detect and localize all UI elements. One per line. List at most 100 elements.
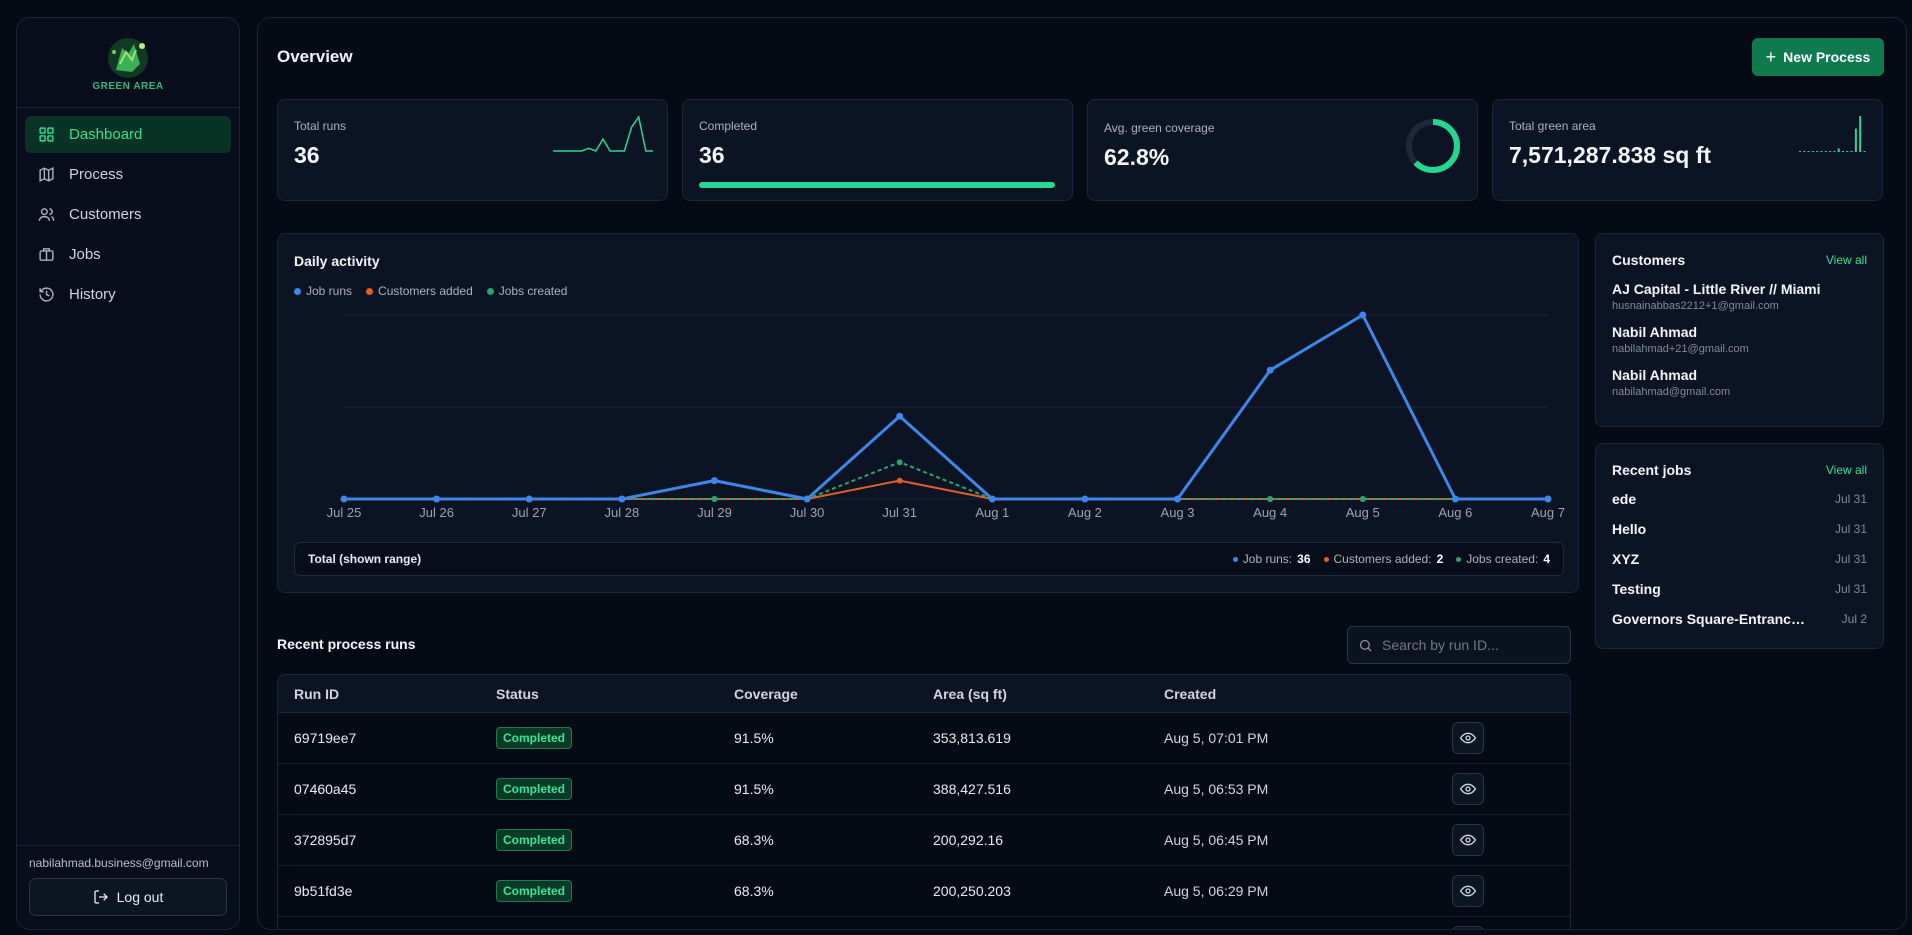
- x-tick-label: Aug 3: [1161, 505, 1195, 520]
- recent-jobs-title: Recent jobs: [1612, 462, 1692, 478]
- view-run-button[interactable]: [1452, 824, 1484, 856]
- job-name: ede: [1612, 491, 1637, 507]
- job-item[interactable]: Hello Jul 31: [1612, 514, 1867, 544]
- job-item[interactable]: XYZ Jul 31: [1612, 544, 1867, 574]
- customers-header: Customers View all: [1612, 252, 1867, 268]
- table-header: Run ID Status Coverage Area (sq ft) Crea…: [278, 675, 1570, 713]
- area-bar: [1829, 151, 1832, 152]
- stat-label: Total runs: [294, 119, 347, 133]
- sidebar-item-history[interactable]: History: [25, 276, 231, 313]
- total-series-name: Jobs created: [1466, 552, 1535, 566]
- stat-value: 7,571,287.838 sq ft: [1509, 142, 1712, 168]
- eye-icon: [1460, 885, 1476, 897]
- view-run-button[interactable]: [1452, 773, 1484, 805]
- coverage-donut: [1406, 119, 1460, 173]
- area-bar: [1859, 116, 1862, 152]
- area-bar: [1799, 151, 1801, 152]
- logo[interactable]: GREEN AREA: [17, 18, 239, 108]
- table-row[interactable]: 372895d7 Completed 68.3% 200,292.16 Aug …: [278, 815, 1570, 866]
- area-bar: [1807, 151, 1810, 152]
- customer-email: nabilahmad+21@gmail.com: [1612, 343, 1749, 355]
- column-header-run-id: Run ID: [294, 686, 340, 702]
- recent-jobs-header: Recent jobs View all: [1612, 462, 1867, 478]
- table-row-partial[interactable]: [278, 917, 1570, 929]
- column-header-created: Created: [1164, 686, 1217, 702]
- recent-jobs-view-all-link[interactable]: View all: [1825, 463, 1867, 477]
- legend-dot: [1232, 556, 1238, 562]
- completed-progress-fill: [699, 182, 1055, 188]
- logout-label: Log out: [116, 889, 164, 905]
- job-item[interactable]: Testing Jul 31: [1612, 574, 1867, 604]
- logout-button[interactable]: Log out: [29, 878, 227, 916]
- data-point: [1544, 495, 1552, 503]
- customer-item[interactable]: Nabil Ahmad nabilahmad+21@gmail.com: [1612, 324, 1867, 355]
- legend-label: Customers added: [378, 284, 473, 298]
- completed-progress-bar: [699, 182, 1055, 188]
- legend-item-customers-added: Customers added: [366, 284, 473, 298]
- logo-emblem-icon: [108, 37, 148, 78]
- table-row[interactable]: 69719ee7 Completed 91.5% 353,813.619 Aug…: [278, 713, 1570, 764]
- customer-email: husnainabbas2212+1@gmail.com: [1612, 300, 1779, 312]
- legend-item-jobs-created: Jobs created: [486, 284, 567, 298]
- view-run-button[interactable]: [1452, 926, 1484, 929]
- total-value: 4: [1543, 552, 1550, 566]
- job-item[interactable]: Governors Square-Entrance Land... Jul 2: [1612, 604, 1867, 634]
- area-bar: [1837, 148, 1840, 152]
- briefcase-icon: [39, 248, 54, 261]
- user-email: nabilahmad.business@gmail.com: [29, 856, 209, 870]
- chart-totals-bar: Total (shown range) Job runs: 36 Customer…: [294, 542, 1564, 576]
- sidebar-item-process[interactable]: Process: [25, 156, 231, 193]
- stat-card-total-runs: Total runs 36: [277, 99, 668, 201]
- table-row[interactable]: 9b51fd3e Completed 68.3% 200,250.203 Aug…: [278, 866, 1570, 917]
- run-created: Aug 5, 06:53 PM: [1164, 781, 1269, 797]
- status-badge: Completed: [496, 880, 573, 902]
- customers-view-all-link[interactable]: View all: [1825, 253, 1867, 267]
- sidebar-item-customers[interactable]: Customers: [25, 196, 231, 233]
- series-line-job-runs: [344, 313, 1548, 501]
- view-run-button[interactable]: [1452, 722, 1484, 754]
- customer-name: Nabil Ahmad: [1612, 324, 1698, 340]
- total-series-name: Customers added: [1333, 552, 1429, 566]
- job-date: Jul 31: [1834, 582, 1867, 596]
- customer-email: nabilahmad@gmail.com: [1612, 386, 1731, 398]
- job-date: Jul 31: [1834, 492, 1867, 506]
- customer-item[interactable]: AJ Capital - Little River // Miami husna…: [1612, 281, 1867, 312]
- data-point: [1081, 495, 1089, 503]
- search-icon: [1359, 639, 1372, 652]
- job-name: XYZ: [1612, 551, 1640, 567]
- view-run-button[interactable]: [1452, 875, 1484, 907]
- legend-item-job-runs: Job runs: [294, 284, 352, 298]
- job-item[interactable]: ede Jul 31: [1612, 484, 1867, 514]
- legend-dot: [1323, 556, 1329, 562]
- sidebar-item-jobs[interactable]: Jobs: [25, 236, 231, 273]
- sidebar-item-dashboard[interactable]: Dashboard: [25, 116, 231, 153]
- total-value: 36: [1297, 552, 1311, 566]
- total-customers-added: Customers added: 2: [1323, 552, 1443, 566]
- totals-values: Job runs: 36 Customers added: 2 Jobs creat…: [1220, 552, 1550, 566]
- stat-label: Avg. green coverage: [1104, 121, 1215, 135]
- data-point: [340, 495, 348, 503]
- x-tick-label: Jul 27: [512, 505, 547, 520]
- eye-icon: [1460, 834, 1476, 846]
- data-point: [1451, 495, 1459, 503]
- data-point: [1174, 495, 1182, 503]
- logout-icon: [93, 890, 108, 904]
- new-process-button[interactable]: + New Process: [1752, 38, 1884, 76]
- x-tick-label: Aug 7: [1531, 505, 1565, 520]
- area-bar: [1850, 151, 1853, 152]
- run-search-input[interactable]: [1382, 637, 1552, 653]
- area-bar: [1820, 150, 1823, 152]
- table-row[interactable]: 07460a45 Completed 91.5% 388,427.516 Aug…: [278, 764, 1570, 815]
- x-tick-label: Aug 1: [975, 505, 1009, 520]
- area-bar: [1803, 151, 1806, 152]
- legend-dot: [294, 287, 301, 295]
- plus-icon: +: [1765, 46, 1777, 67]
- data-point: [1359, 496, 1366, 502]
- data-point: [896, 412, 904, 420]
- total-job-runs: Job runs: 36: [1232, 552, 1311, 566]
- chart-title: Daily activity: [294, 253, 380, 269]
- daily-activity-chart: Jul 25 Jul 26 Jul 27 Jul 28 Jul 29 Jul 30 Jul …: [327, 311, 1565, 520]
- customer-item[interactable]: Nabil Ahmad nabilahmad@gmail.com: [1612, 367, 1867, 398]
- run-coverage: 68.3%: [734, 832, 774, 848]
- sidebar-footer: nabilahmad.business@gmail.com Log out: [17, 845, 239, 929]
